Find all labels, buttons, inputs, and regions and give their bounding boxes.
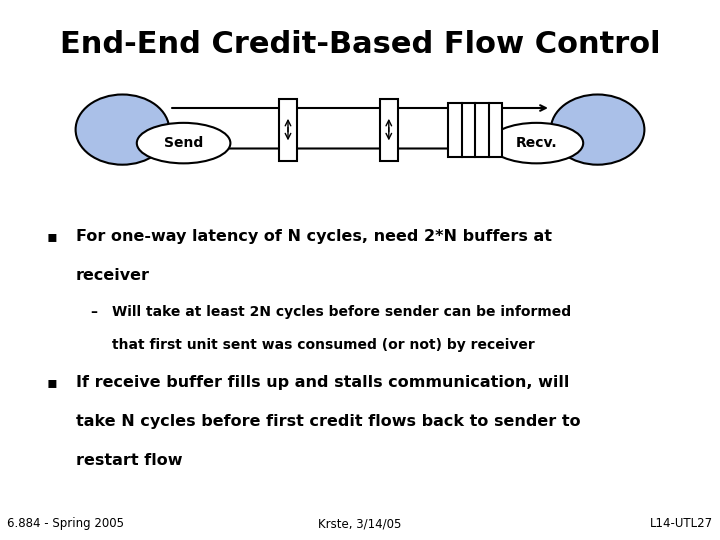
- Text: If receive buffer fills up and stalls communication, will: If receive buffer fills up and stalls co…: [76, 375, 569, 390]
- Text: L14-UTL27: L14-UTL27: [649, 517, 713, 530]
- Text: ▪: ▪: [47, 375, 58, 390]
- Text: Will take at least 2N cycles before sender can be informed: Will take at least 2N cycles before send…: [112, 305, 571, 319]
- Text: –: –: [90, 305, 97, 319]
- Bar: [279, 98, 297, 160]
- Circle shape: [76, 94, 169, 165]
- Text: that first unit sent was consumed (or not) by receiver: that first unit sent was consumed (or no…: [112, 338, 534, 352]
- Text: receiver: receiver: [76, 268, 150, 284]
- Bar: [380, 98, 398, 160]
- Text: Send: Send: [164, 136, 203, 150]
- Bar: [448, 103, 503, 157]
- Text: End-End Credit-Based Flow Control: End-End Credit-Based Flow Control: [60, 30, 660, 59]
- Ellipse shape: [137, 123, 230, 163]
- Text: 6.884 - Spring 2005: 6.884 - Spring 2005: [7, 517, 125, 530]
- Text: For one-way latency of N cycles, need 2*N buffers at: For one-way latency of N cycles, need 2*…: [76, 230, 552, 245]
- Ellipse shape: [490, 123, 583, 163]
- Text: restart flow: restart flow: [76, 453, 182, 468]
- Circle shape: [551, 94, 644, 165]
- Text: Recv.: Recv.: [516, 136, 557, 150]
- Text: ▪: ▪: [47, 230, 58, 245]
- Text: take N cycles before first credit flows back to sender to: take N cycles before first credit flows …: [76, 414, 580, 429]
- Text: Krste, 3/14/05: Krste, 3/14/05: [318, 517, 402, 530]
